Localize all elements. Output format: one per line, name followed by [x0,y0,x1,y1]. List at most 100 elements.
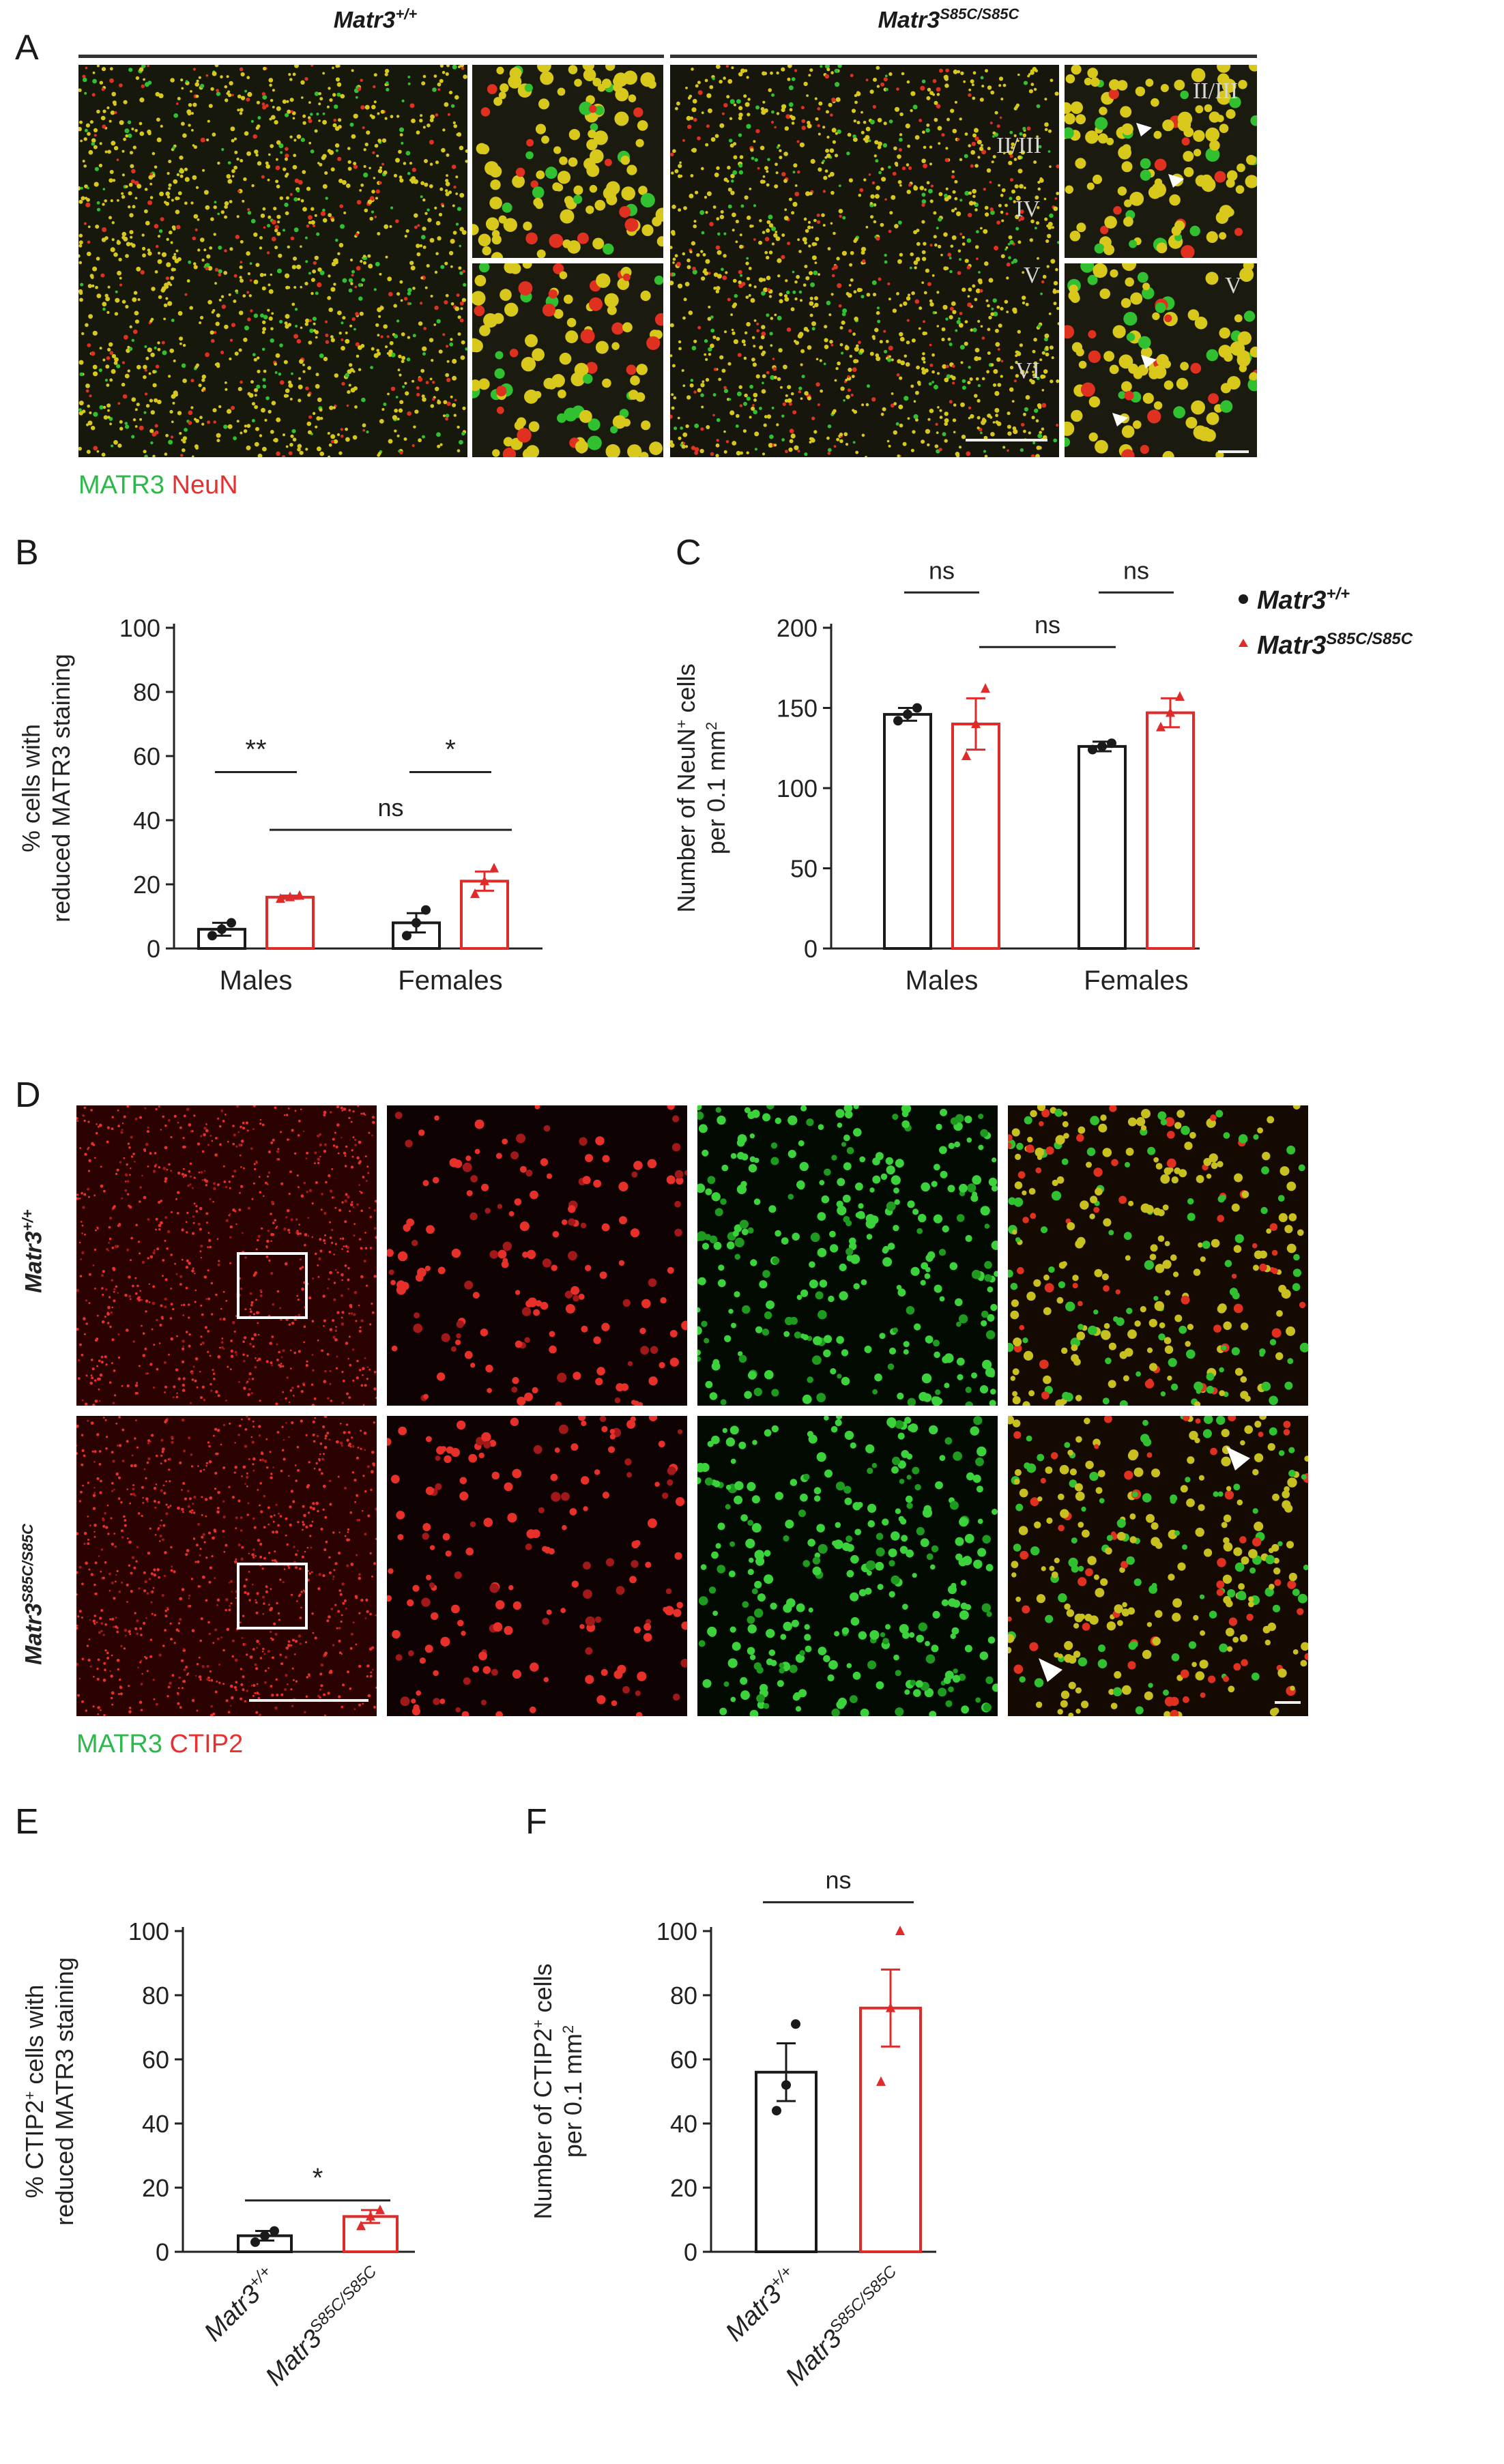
cell-dot [243,337,248,343]
cell-dot [338,243,344,248]
cell-dot [846,1147,854,1155]
cell-dot [1004,248,1007,251]
cell-dot [701,1320,708,1327]
cell-dot [221,1337,224,1339]
cell-dot [82,160,85,163]
cell-dot [1050,259,1056,264]
cell-dot [253,313,259,318]
cell-dot [308,101,311,104]
cell-dot [727,78,733,84]
cell-dot [276,231,281,236]
cell-dot [853,1283,860,1290]
cell-dot [1037,403,1042,408]
cell-dot [954,100,957,104]
cell-dot [1121,425,1135,438]
cell-dot [108,1249,110,1251]
cell-dot [111,444,114,448]
cell-dot [356,200,362,205]
cell-dot [212,1372,216,1375]
cell-dot [413,425,416,429]
cell-dot [1217,73,1230,86]
cell-dot [405,391,409,396]
cell-dot [1015,350,1019,354]
cell-dot [181,121,185,126]
cell-dot [216,364,220,368]
cell-dot [87,1170,91,1172]
cell-dot [121,1197,124,1200]
cell-dot [144,454,148,457]
layer-label-2-3: II/III [996,133,1042,158]
cell-dot [1164,1241,1170,1247]
cell-dot [108,1226,111,1229]
cell-dot [1019,184,1024,189]
cell-dot [1017,155,1022,160]
data-point [903,709,912,719]
cell-dot [464,1350,473,1359]
cell-dot [182,1145,186,1149]
cell-dot [1031,416,1035,420]
cell-dot [921,1182,930,1192]
cell-dot [112,1266,115,1271]
cell-dot [787,77,791,81]
cell-dot [221,304,226,309]
cell-dot [128,1275,131,1279]
cell-dot [564,1290,573,1299]
cell-dot [1019,448,1024,452]
cell-dot [695,84,699,88]
cell-dot [601,1223,610,1232]
cell-dot [254,388,259,392]
cell-dot [559,156,568,165]
cell-dot [261,1227,263,1230]
cell-dot [424,159,428,163]
cell-dot [978,1114,984,1120]
cell-dot [530,180,538,188]
cell-dot [293,1351,297,1354]
cell-dot [540,1158,549,1166]
cell-dot [247,1393,250,1397]
cell-dot [968,287,972,292]
cell-dot [1034,227,1037,230]
cell-dot [351,1149,353,1152]
cell-dot [304,1233,308,1236]
cell-dot [1094,243,1105,254]
cell-dot [822,224,826,227]
cell-dot [141,233,145,237]
cell-dot [981,377,985,381]
cell-dot [1032,349,1036,353]
cell-dot [968,213,972,218]
cell-dot [130,1135,133,1139]
cell-dot [1007,449,1009,452]
cell-dot [837,283,842,289]
cell-dot [588,418,601,431]
cell-dot [1065,113,1075,125]
cell-dot [1011,189,1015,194]
cell-dot [259,1191,262,1194]
cell-dot [727,187,732,192]
cell-dot [169,1317,173,1320]
cell-dot [375,261,380,267]
cell-dot [1008,1134,1013,1142]
cell-dot [139,1200,141,1203]
cell-dot [552,1231,560,1238]
cell-dot [128,1146,131,1149]
cell-dot [990,90,995,95]
cell-dot [134,1384,139,1387]
cell-dot [337,310,342,315]
cell-dot [815,117,819,121]
cell-dot [446,153,450,157]
cell-dot [903,354,908,358]
cell-dot [709,1392,718,1400]
cell-dot [911,291,915,295]
cell-dot [360,78,363,83]
cell-dot [762,100,766,104]
cell-dot [134,129,138,132]
cell-dot [699,448,704,454]
cell-dot [252,1313,256,1316]
cell-dot [132,418,136,422]
cell-dot [933,1339,940,1347]
cell-dot [334,1329,338,1332]
cell-dot [750,148,754,152]
cell-dot [1017,139,1019,143]
cell-dot [508,1211,515,1217]
cell-dot [244,131,249,136]
